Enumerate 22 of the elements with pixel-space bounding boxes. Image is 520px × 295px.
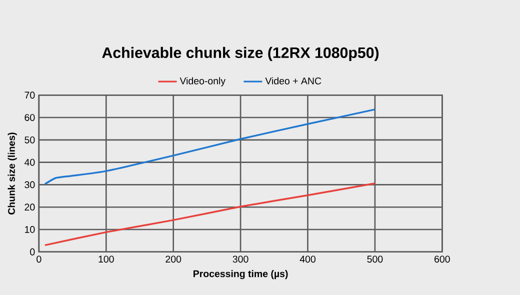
x-tick-label: 500 (367, 256, 383, 263)
y-tick-label: 50 (24, 136, 35, 144)
y-tick-label: 70 (24, 92, 35, 99)
chart-title: Achievable chunk size (12RX 1080p50) (102, 46, 379, 61)
y-tick-label: 20 (24, 204, 35, 210)
y-axis-title: Chunk size (lines) (8, 132, 17, 214)
x-axis-title: Processing time (µs) (194, 270, 288, 280)
x-tick-label: 600 (434, 256, 450, 263)
y-tick-label: 0 (30, 248, 35, 256)
legend-label: Video-only (180, 77, 226, 86)
y-tick-label: 60 (24, 114, 35, 121)
x-tick-label: 400 (300, 256, 316, 263)
x-tick-label: 200 (166, 256, 182, 263)
x-tick-label: 0 (36, 256, 42, 263)
line-series (44, 108, 376, 185)
line-series (44, 182, 376, 246)
y-tick-label: 30 (24, 181, 35, 188)
x-tick-label: 300 (232, 256, 248, 263)
y-tick-label: 40 (24, 158, 35, 166)
legend-label: Video + ANC (265, 77, 322, 84)
y-tick-label: 10 (25, 226, 35, 233)
x-tick-label: 100 (98, 256, 114, 263)
